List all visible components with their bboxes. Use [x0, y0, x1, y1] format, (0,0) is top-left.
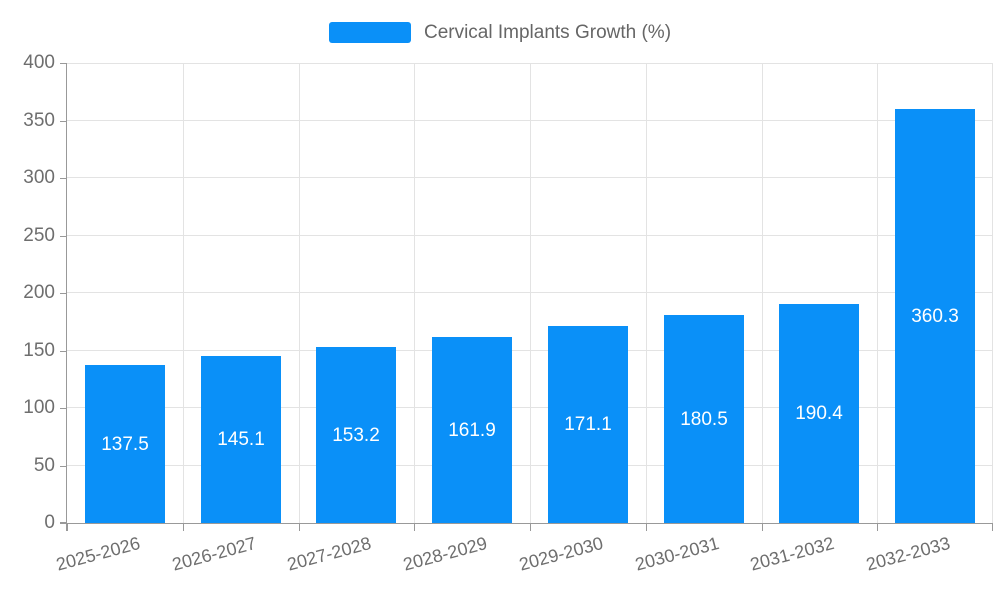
bar-value-label: 137.5 [101, 433, 149, 455]
x-axis-tick [877, 523, 878, 531]
y-axis-line [66, 63, 67, 531]
y-axis-tick [60, 522, 67, 523]
v-gridline [992, 63, 993, 523]
y-axis-tick-label: 50 [33, 455, 55, 476]
v-gridline [762, 63, 763, 523]
x-axis-tick [762, 523, 763, 531]
x-axis-category-label: 2025-2026 [53, 533, 143, 575]
x-axis-tick [414, 523, 415, 531]
x-axis-tick [183, 523, 184, 531]
y-axis-tick-label: 250 [23, 225, 55, 246]
bar-value-label: 153.2 [332, 424, 380, 446]
x-axis-category-label: 2031-2032 [748, 533, 837, 575]
y-axis-tick-label: 100 [23, 397, 55, 418]
x-axis-category-label: 2030-2031 [632, 533, 721, 575]
x-axis-category-label: 2027-2028 [285, 533, 374, 575]
y-axis-tick [60, 236, 67, 237]
bar-value-label: 180.5 [680, 408, 728, 430]
x-axis-tick [992, 523, 993, 531]
y-axis-tick-label: 400 [23, 52, 55, 73]
bar: 180.5 [664, 315, 744, 523]
y-axis-tick [60, 121, 67, 122]
x-axis-tick [530, 523, 531, 531]
v-gridline [414, 63, 415, 523]
v-gridline [299, 63, 300, 523]
x-axis-tick [646, 523, 647, 531]
y-axis-tick [60, 408, 67, 409]
legend[interactable]: Cervical Implants Growth (%) [0, 20, 1000, 44]
bar: 161.9 [432, 337, 512, 523]
legend-label: Cervical Implants Growth (%) [423, 21, 672, 43]
x-axis-category-label: 2028-2029 [400, 533, 490, 575]
v-gridline [183, 63, 184, 523]
v-gridline [530, 63, 531, 523]
bar: 360.3 [895, 109, 975, 523]
x-axis-tick [299, 523, 300, 531]
bar: 190.4 [779, 304, 859, 523]
bar-value-label: 145.1 [217, 429, 265, 450]
v-gridline [877, 63, 878, 523]
bar: 137.5 [85, 365, 165, 523]
y-axis-tick-label: 150 [23, 340, 55, 361]
bar-value-label: 360.3 [911, 305, 959, 327]
legend-swatch [328, 21, 411, 43]
x-axis-tick [67, 523, 68, 531]
bar: 171.1 [548, 326, 628, 523]
v-gridline [646, 63, 647, 523]
y-axis-tick-label: 350 [23, 110, 55, 131]
y-axis-tick [60, 293, 67, 294]
x-axis-category-label: 2032-2033 [863, 533, 953, 575]
bar-value-label: 190.4 [795, 403, 843, 424]
x-axis-line [60, 523, 993, 524]
bar-value-label: 161.9 [448, 419, 496, 441]
y-axis-tick-label: 200 [23, 282, 55, 303]
bar-value-label: 171.1 [564, 414, 612, 435]
plot-area: 137.5 145.1 153.2 161.9 171.1 180.5 190.4 360.3… [23, 53, 993, 575]
bar: 145.1 [201, 356, 281, 523]
bar: 153.2 [316, 347, 396, 523]
y-axis-tick-label: 0 [44, 512, 55, 533]
y-axis-tick [60, 63, 67, 64]
y-axis-tick-label: 300 [23, 167, 55, 188]
y-axis-tick [60, 351, 67, 352]
x-axis-category-label: 2026-2027 [169, 533, 258, 575]
y-axis-tick [60, 178, 67, 179]
y-axis-tick [60, 466, 67, 467]
x-axis-category-label: 2029-2030 [516, 533, 606, 575]
